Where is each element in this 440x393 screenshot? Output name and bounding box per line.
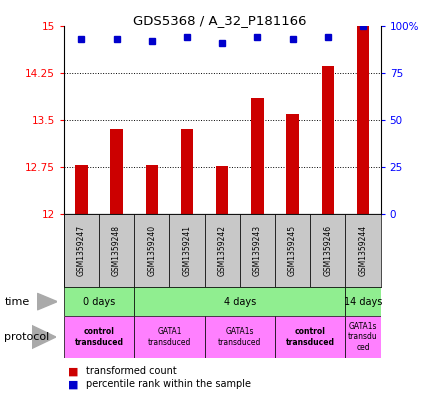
Text: 0 days: 0 days	[83, 297, 115, 307]
Text: time: time	[4, 297, 29, 307]
Bar	[310, 214, 345, 287]
Text: GSM1359245: GSM1359245	[288, 225, 297, 276]
Bar	[357, 26, 369, 214]
Bar	[134, 287, 345, 316]
Bar	[205, 316, 275, 358]
Bar	[99, 214, 134, 287]
Text: percentile rank within the sample: percentile rank within the sample	[86, 379, 251, 389]
Bar	[110, 129, 123, 214]
Text: control
transduced: control transduced	[286, 327, 335, 347]
Bar	[345, 316, 381, 358]
Text: GSM1359244: GSM1359244	[359, 225, 367, 276]
Bar	[345, 214, 381, 287]
Text: GSM1359248: GSM1359248	[112, 225, 121, 276]
Polygon shape	[32, 325, 56, 349]
Text: transformed count: transformed count	[86, 366, 176, 376]
Text: ■: ■	[68, 379, 82, 389]
Text: GATA1s
transduced: GATA1s transduced	[218, 327, 261, 347]
Bar	[169, 214, 205, 287]
Bar	[134, 214, 169, 287]
Bar	[134, 316, 205, 358]
Bar	[275, 214, 310, 287]
Bar	[251, 98, 264, 214]
Text: GATA1
transduced: GATA1 transduced	[148, 327, 191, 347]
Text: GSM1359242: GSM1359242	[218, 225, 227, 276]
Bar	[216, 166, 228, 214]
Text: GSM1359246: GSM1359246	[323, 225, 332, 276]
Text: 4 days: 4 days	[224, 297, 256, 307]
Text: GSM1359243: GSM1359243	[253, 225, 262, 276]
Text: GSM1359241: GSM1359241	[183, 225, 191, 276]
Text: GATA1s
transdu
ced: GATA1s transdu ced	[348, 322, 378, 352]
Bar	[181, 129, 193, 214]
Bar	[286, 114, 299, 214]
Text: 14 days: 14 days	[344, 297, 382, 307]
Bar	[64, 287, 134, 316]
Bar	[275, 316, 345, 358]
Bar	[146, 165, 158, 214]
Text: GSM1359240: GSM1359240	[147, 225, 156, 276]
Bar	[205, 214, 240, 287]
Bar	[240, 214, 275, 287]
Bar	[64, 214, 99, 287]
Text: GDS5368 / A_32_P181166: GDS5368 / A_32_P181166	[133, 14, 307, 27]
Text: ■: ■	[68, 366, 82, 376]
Text: GSM1359247: GSM1359247	[77, 225, 86, 276]
Bar	[64, 316, 134, 358]
Bar	[345, 287, 381, 316]
Polygon shape	[37, 293, 57, 310]
Bar	[75, 165, 88, 214]
Text: control
transduced: control transduced	[74, 327, 124, 347]
Text: protocol: protocol	[4, 332, 50, 342]
Bar	[322, 66, 334, 214]
